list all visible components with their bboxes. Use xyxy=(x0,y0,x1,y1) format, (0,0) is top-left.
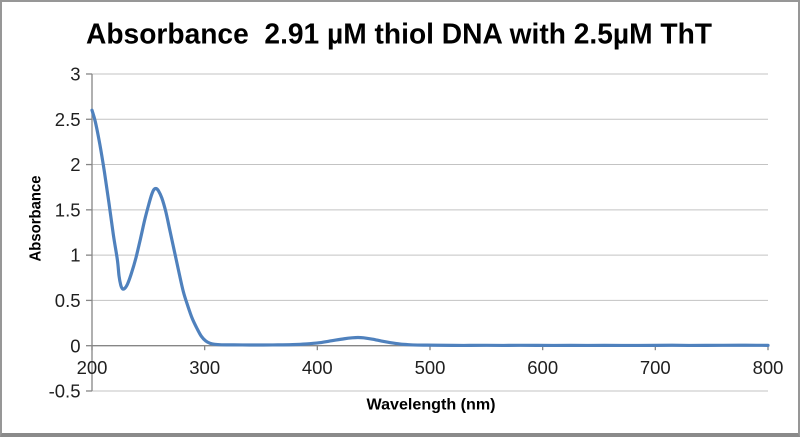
svg-text:2.5: 2.5 xyxy=(55,109,81,130)
svg-text:0: 0 xyxy=(70,335,80,356)
svg-text:200: 200 xyxy=(77,357,108,378)
svg-text:800: 800 xyxy=(753,357,784,378)
svg-text:1: 1 xyxy=(70,245,80,266)
svg-text:700: 700 xyxy=(640,357,671,378)
svg-text:2: 2 xyxy=(70,154,80,175)
svg-text:300: 300 xyxy=(189,357,220,378)
svg-text:3: 3 xyxy=(70,64,80,85)
svg-text:1.5: 1.5 xyxy=(55,199,81,220)
svg-text:400: 400 xyxy=(302,357,333,378)
svg-text:Absorbance: Absorbance xyxy=(28,175,45,261)
svg-text:0.5: 0.5 xyxy=(55,290,81,311)
svg-text:Wavelength (nm): Wavelength (nm) xyxy=(367,397,496,414)
svg-text:Absorbance 2.91 µM thiol DNA: Absorbance 2.91 µM thiol DNA with 2.5µM … xyxy=(86,19,712,51)
svg-text:-0.5: -0.5 xyxy=(49,381,81,402)
svg-text:600: 600 xyxy=(527,357,558,378)
svg-text:500: 500 xyxy=(415,357,446,378)
